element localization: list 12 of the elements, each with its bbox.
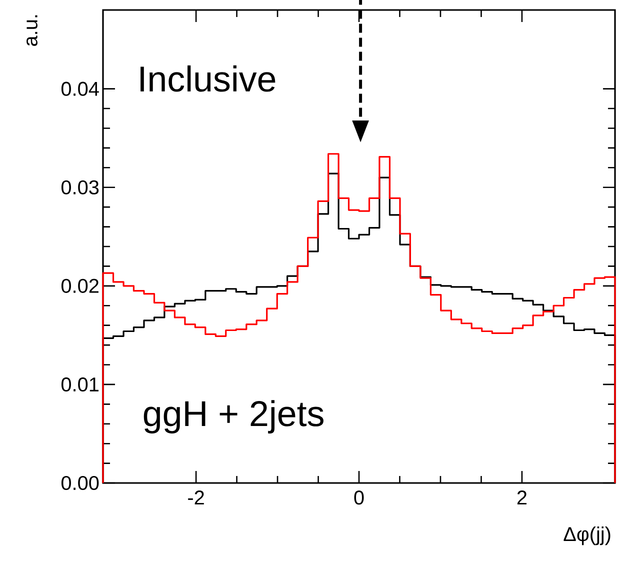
y-tick-label: 0.04 bbox=[61, 82, 99, 96]
annotation: Inclusive bbox=[140, 65, 276, 92]
x-tick-label: 2 bbox=[517, 490, 526, 504]
y-tick-label: 0.02 bbox=[61, 278, 98, 293]
annotation: ggH + 2jets bbox=[144, 400, 324, 434]
y-axis-title: a.u. bbox=[26, 15, 38, 46]
y-tick-label: 0.00 bbox=[61, 476, 99, 490]
y-tick-label: 0.03 bbox=[61, 180, 99, 194]
x-tick-label: -2 bbox=[188, 490, 204, 504]
x-axis-title: Δφ(jj) bbox=[564, 526, 610, 546]
y-tick-label: 0.01 bbox=[61, 377, 99, 392]
x-tick-label: 0 bbox=[354, 490, 364, 505]
